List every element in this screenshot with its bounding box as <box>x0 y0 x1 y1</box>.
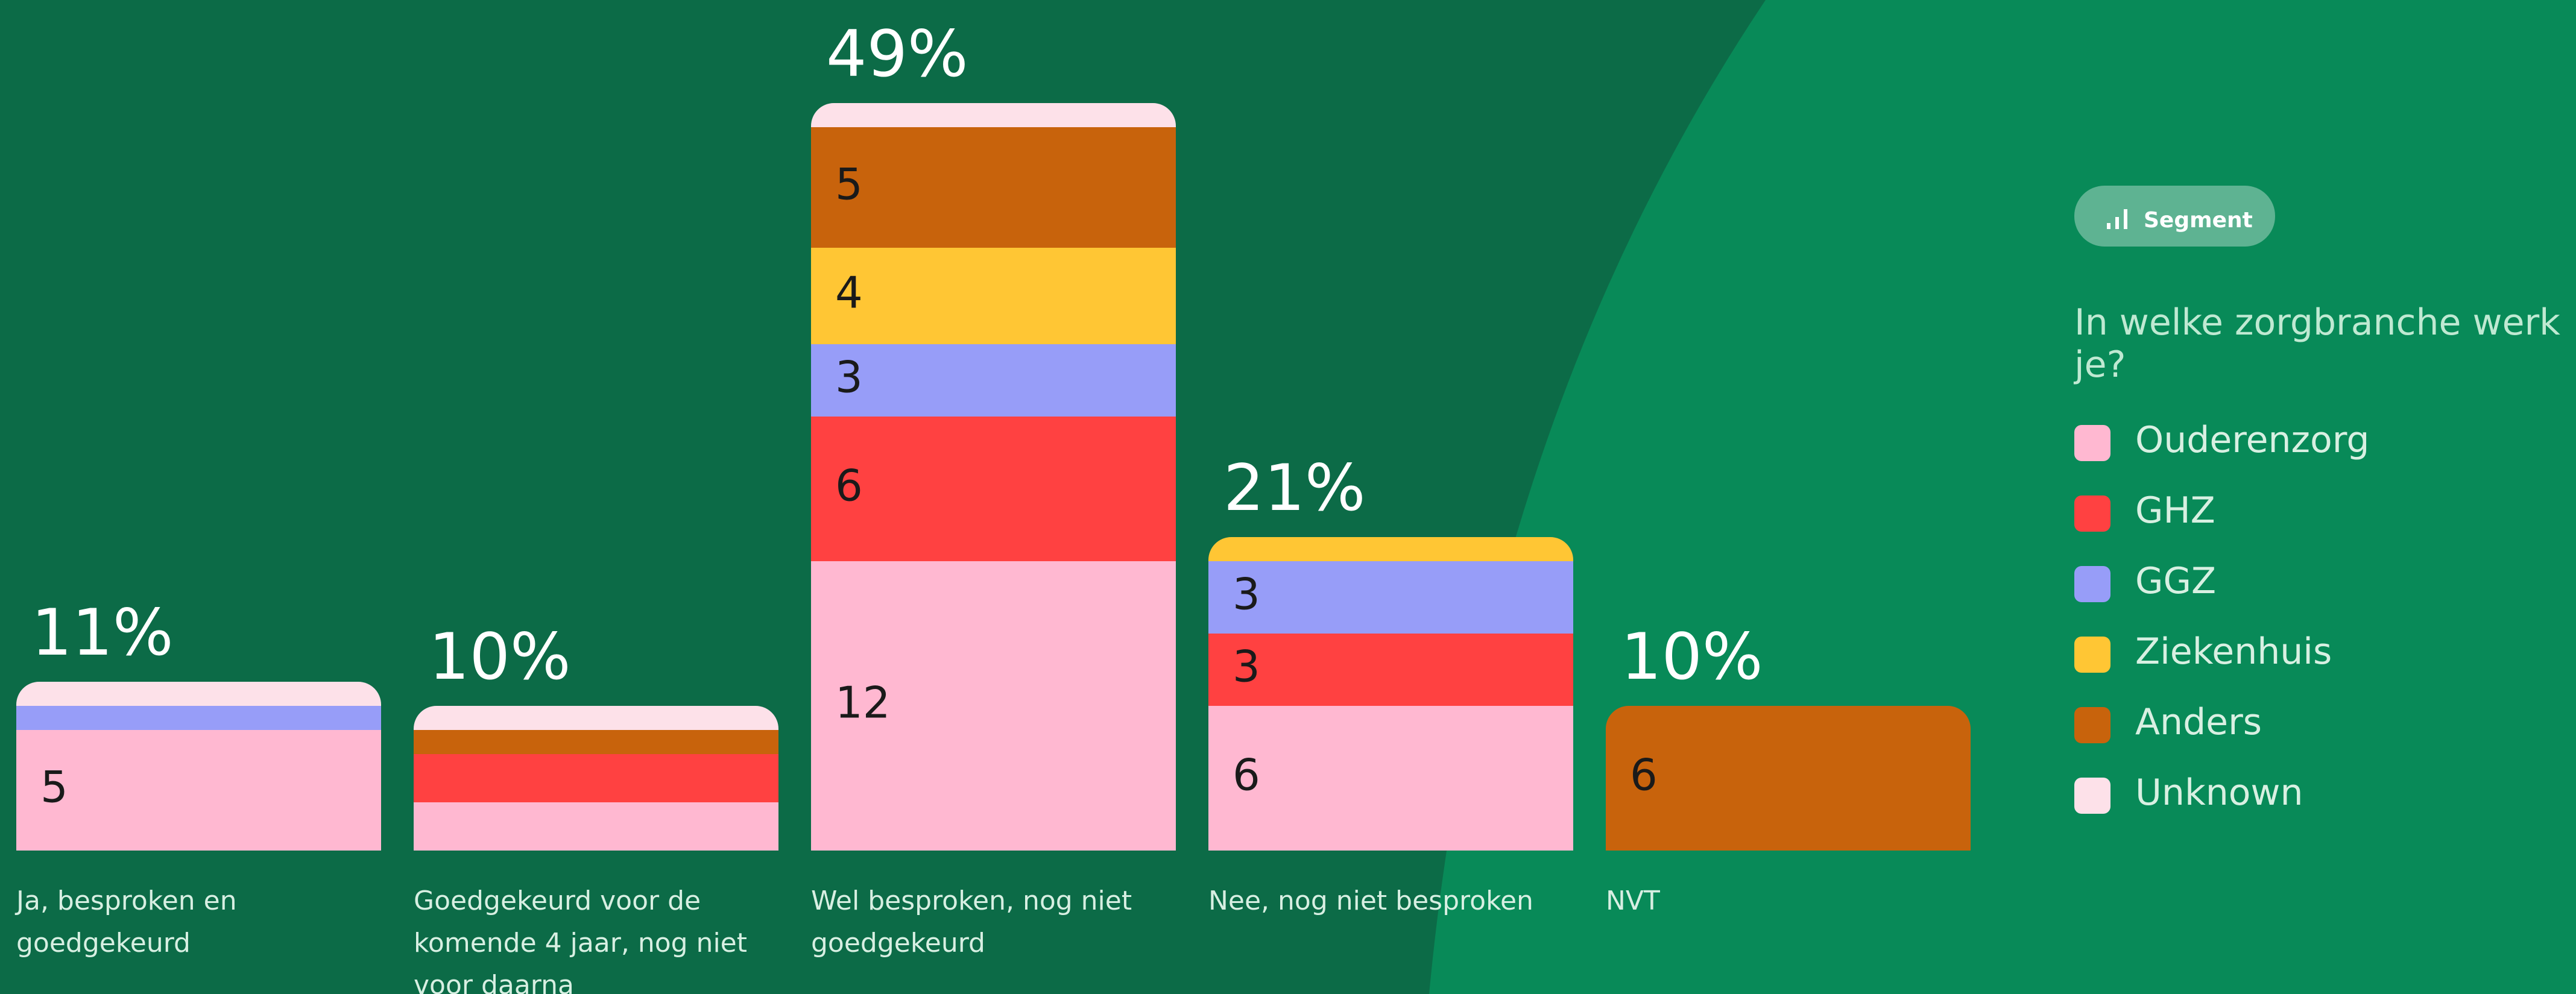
segment-label: 3 <box>1233 641 1260 692</box>
bar-segment <box>1208 706 1573 851</box>
segment-label: 5 <box>40 762 68 813</box>
bar-segment <box>414 730 778 754</box>
bar-segment <box>1606 706 1971 851</box>
bar-segment <box>811 417 1176 561</box>
legend-label: Unknown <box>2135 772 2303 814</box>
legend-label: GGZ <box>2135 560 2217 602</box>
segment-button[interactable] <box>2074 186 2275 247</box>
bar-segment <box>414 706 778 730</box>
legend-label: Anders <box>2135 701 2262 743</box>
legend-label: Ziekenhuis <box>2135 631 2332 673</box>
total-label: 11% <box>31 596 174 670</box>
bar-segment <box>811 561 1176 851</box>
bar-segment <box>1208 537 1573 561</box>
segment-label: 5 <box>835 159 863 210</box>
bar-segment <box>811 103 1176 127</box>
total-label: 10% <box>429 620 571 694</box>
bar-segment <box>1208 634 1573 706</box>
bar-segment <box>811 344 1176 417</box>
legend-swatch <box>2074 566 2110 602</box>
total-label: 21% <box>1223 451 1366 525</box>
segment-button-label[interactable]: Segment <box>2144 208 2253 233</box>
bar-group <box>1606 706 1971 851</box>
x-tick-label: Wel besproken, nog niet goedgekeurd <box>811 885 1132 958</box>
bar-segment <box>16 730 381 851</box>
legend-title: In welke zorgbranche werk je? <box>2074 301 2560 386</box>
bar-segment <box>811 248 1176 344</box>
segment-icon <box>2107 209 2127 229</box>
legend-label: GHZ <box>2135 489 2215 532</box>
segment-label: 6 <box>1233 750 1260 801</box>
total-label: 49% <box>826 17 968 91</box>
bar-segment <box>414 754 778 802</box>
bar-group <box>16 682 381 851</box>
total-label: 10% <box>1621 620 1763 694</box>
x-tick-label: NVT <box>1606 885 1660 916</box>
legend-swatch <box>2074 495 2110 532</box>
bar-segment <box>414 802 778 851</box>
bar-segment <box>1208 561 1573 634</box>
bar-segment <box>811 127 1176 248</box>
legend-swatch <box>2074 778 2110 814</box>
bar-group <box>1208 537 1573 851</box>
bar-segment <box>16 682 381 706</box>
bar-group <box>414 706 778 851</box>
segment-label: 6 <box>835 461 863 511</box>
legend-swatch <box>2074 637 2110 673</box>
x-tick-label: Nee, nog niet besproken <box>1208 885 1533 916</box>
legend-swatch <box>2074 425 2110 461</box>
bar-segment <box>16 706 381 730</box>
segment-label: 4 <box>835 268 863 318</box>
x-tick-label: Goedgekeurd voor de komende 4 jaar, nog … <box>414 885 747 994</box>
segment-label: 6 <box>1630 750 1658 801</box>
x-tick-label: Ja, besproken en goedgekeurd <box>16 885 237 958</box>
bar-group <box>811 103 1176 851</box>
segment-label: 3 <box>1233 569 1260 620</box>
legend-swatch <box>2074 707 2110 743</box>
segment-label: 12 <box>835 678 891 728</box>
legend-label: Ouderenzorg <box>2135 419 2370 461</box>
segment-label: 3 <box>835 352 863 403</box>
